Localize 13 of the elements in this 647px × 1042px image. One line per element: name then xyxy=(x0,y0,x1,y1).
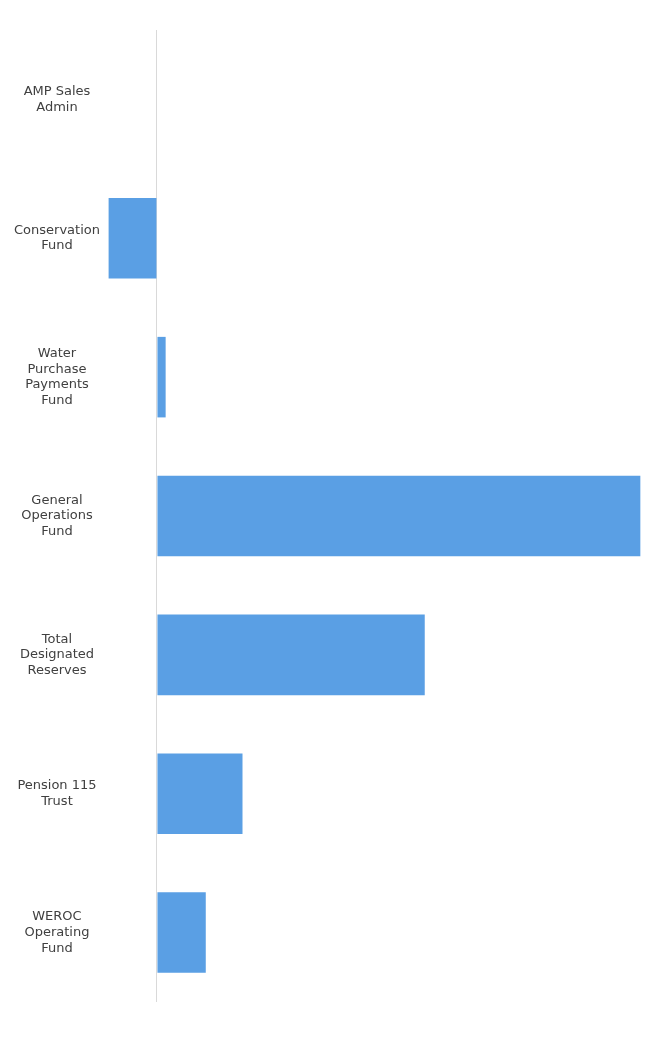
bar xyxy=(157,753,243,834)
bar xyxy=(157,892,206,973)
y-tick-label: Conservation Fund xyxy=(14,221,100,253)
bar xyxy=(157,614,425,696)
y-tick-label: Total Designated Reserves xyxy=(19,630,95,677)
y-tick-label: General Operations Fund xyxy=(21,491,93,538)
bar xyxy=(157,336,166,418)
y-tick-label: Pension 115 Trust xyxy=(17,777,97,808)
bar xyxy=(108,198,157,279)
y-tick-label: AMP Sales Admin xyxy=(23,83,91,114)
bar xyxy=(157,475,641,557)
y-tick-label: Water Purchase Payments Fund xyxy=(25,345,90,407)
y-tick-label: WEROC Operating Fund xyxy=(24,908,90,955)
